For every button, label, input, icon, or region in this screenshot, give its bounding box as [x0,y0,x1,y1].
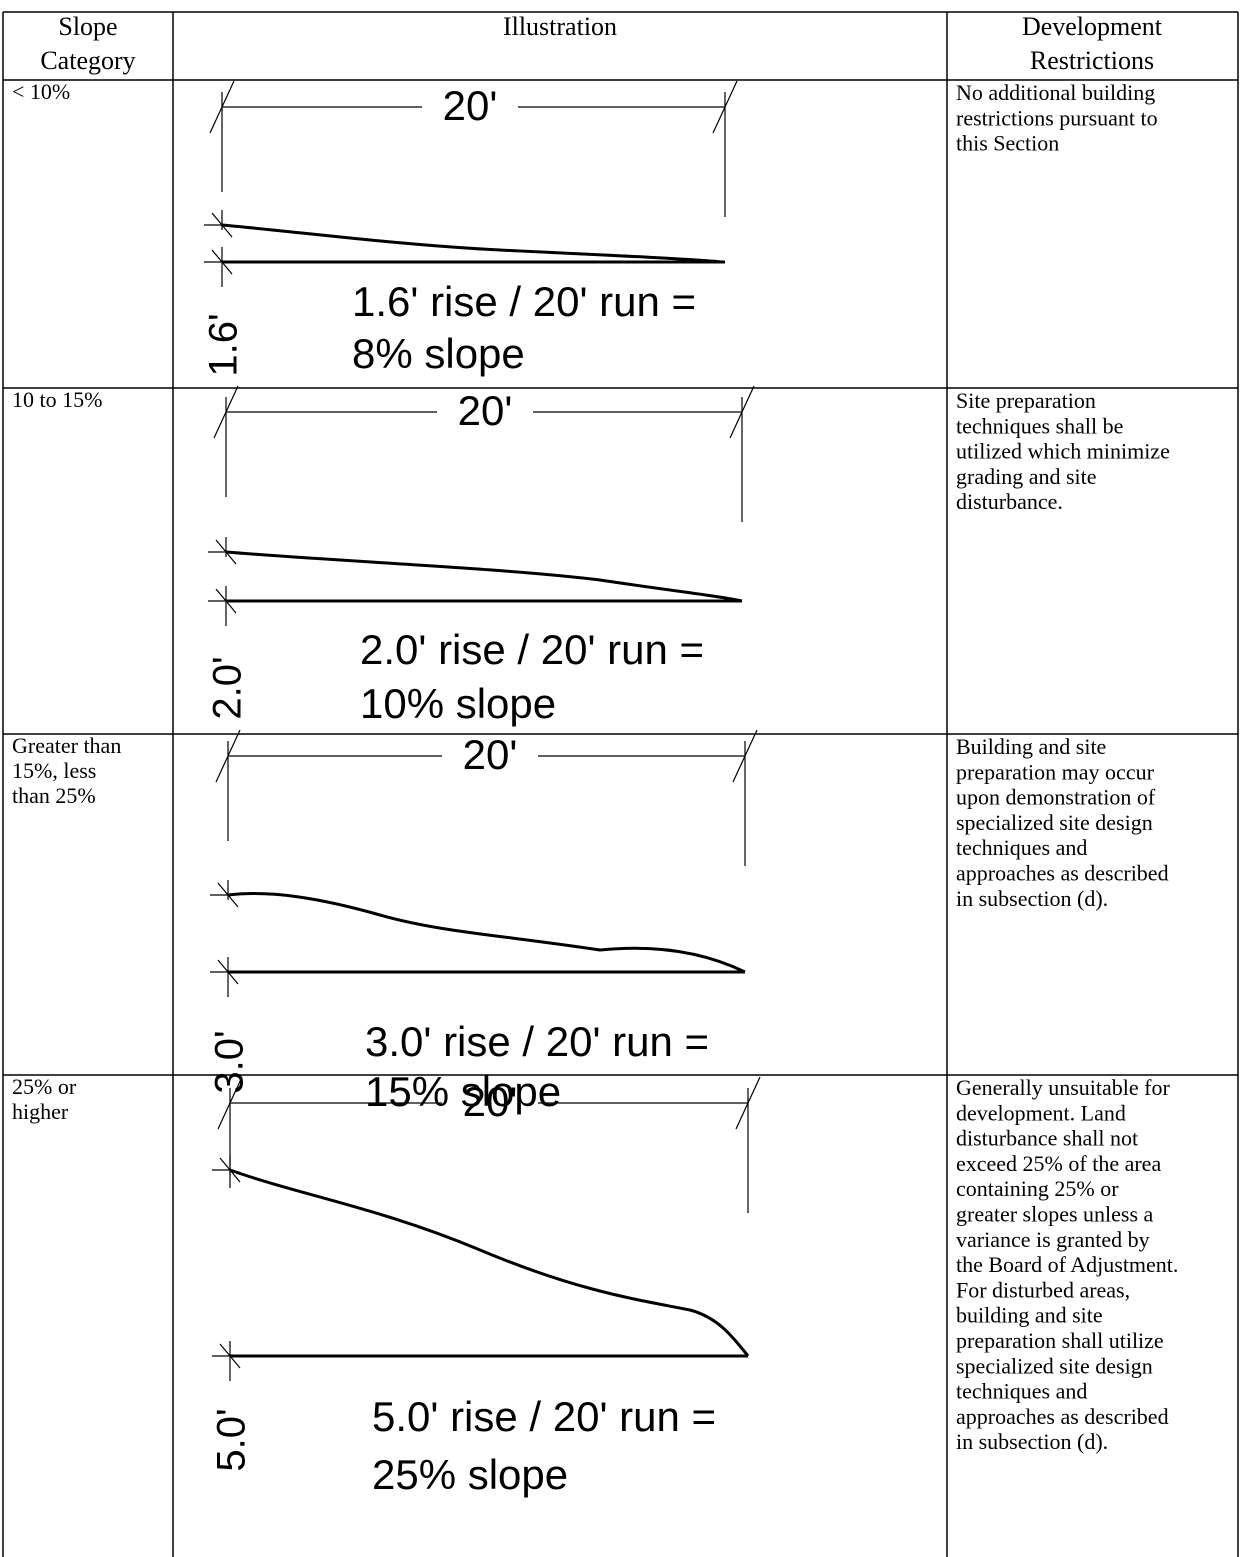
header-text: Development [1022,12,1163,41]
slope-illustration: 20' 1.6' 1.6' rise / 20' run = 8% slope [202,80,738,377]
ground-profile [221,223,723,264]
slope-result: 10% slope [360,680,556,727]
slope-category: Greater than [12,733,121,758]
restriction-text: in subsection (d). [956,1429,1108,1454]
restriction-text: in subsection (d). [956,886,1108,911]
run-label: 20' [458,387,513,434]
run-label: 20' [463,731,518,778]
rise-label: 5.0' [210,1408,254,1471]
rise-label: 3.0' [208,1030,252,1093]
restriction-text: the Board of Adjustment. [956,1252,1178,1277]
restriction-text: greater slopes unless a [956,1202,1154,1227]
restriction-text: preparation may occur [956,759,1155,784]
restriction-text: approaches as described [956,1404,1169,1429]
run-label: 20' [443,82,498,129]
restriction-text: variance is granted by [956,1227,1150,1252]
slope-equation: 3.0' rise / 20' run = [365,1018,709,1065]
restriction-text: development. Land [956,1100,1126,1125]
restriction-text: For disturbed areas, [956,1277,1130,1302]
ground-profile [229,1168,750,1357]
slope-illustration: 20' 3.0' 3.0' rise / 20' run =15% slope [208,729,758,1115]
restriction-text: techniques and [956,835,1087,860]
slope-category: than 25% [12,783,96,808]
ground-profile [225,550,743,603]
header-text: Category [40,46,135,75]
restriction-text: disturbance shall not [956,1126,1138,1151]
restriction-text: Site preparation [956,388,1096,413]
restriction-text: exceed 25% of the area [956,1151,1161,1176]
restriction-text: techniques shall be [956,413,1123,438]
restriction-text: grading and site [956,464,1097,489]
restriction-text: utilized which minimize [956,439,1170,464]
header-text: Slope [58,12,117,41]
slope-category: 10 to 15% [12,387,102,412]
rise-label: 2.0' [206,656,250,719]
slope-category: < 10% [12,79,70,104]
ground-profile [227,892,746,974]
restriction-text: No additional building [956,80,1155,105]
slope-result: 25% slope [372,1451,568,1498]
rise-label: 1.6' [202,313,246,376]
table-grid [2,11,1239,1557]
restriction-text: restrictions pursuant to [956,105,1158,130]
slope-equation: 2.0' rise / 20' run = [360,626,704,673]
header-text: Illustration [503,12,617,41]
restriction-text: containing 25% or [956,1176,1119,1201]
restriction-text: specialized site design [956,1353,1153,1378]
run-label: 20' [463,1078,518,1125]
slope-illustration: 20' 5.0' 5.0' rise / 20' run = 25% slope [210,1076,761,1498]
slope-category: higher [12,1099,69,1124]
slope-equation: 5.0' rise / 20' run = [372,1393,716,1440]
restriction-text: building and site [956,1303,1103,1328]
slope-category: 25% or [12,1074,77,1099]
restriction-text: this Section [956,131,1059,156]
restriction-text: upon demonstration of [956,785,1156,810]
restriction-text: approaches as described [956,861,1169,886]
slope-equation: 1.6' rise / 20' run = [352,278,696,325]
restriction-text: Building and site [956,734,1106,759]
restriction-text: preparation shall utilize [956,1328,1164,1353]
restriction-text: Generally unsuitable for [956,1075,1170,1100]
restriction-text: disturbance. [956,489,1063,514]
slope-illustration: 20' 2.0' 2.0' rise / 20' run = 10% slope [206,385,755,727]
restriction-text: specialized site design [956,810,1153,835]
header-text: Restrictions [1030,46,1154,75]
slope-result: 8% slope [352,330,525,377]
slope-result: 15% slope [365,1068,561,1115]
restriction-text: techniques and [956,1379,1087,1404]
slope-category: 15%, less [12,758,96,783]
